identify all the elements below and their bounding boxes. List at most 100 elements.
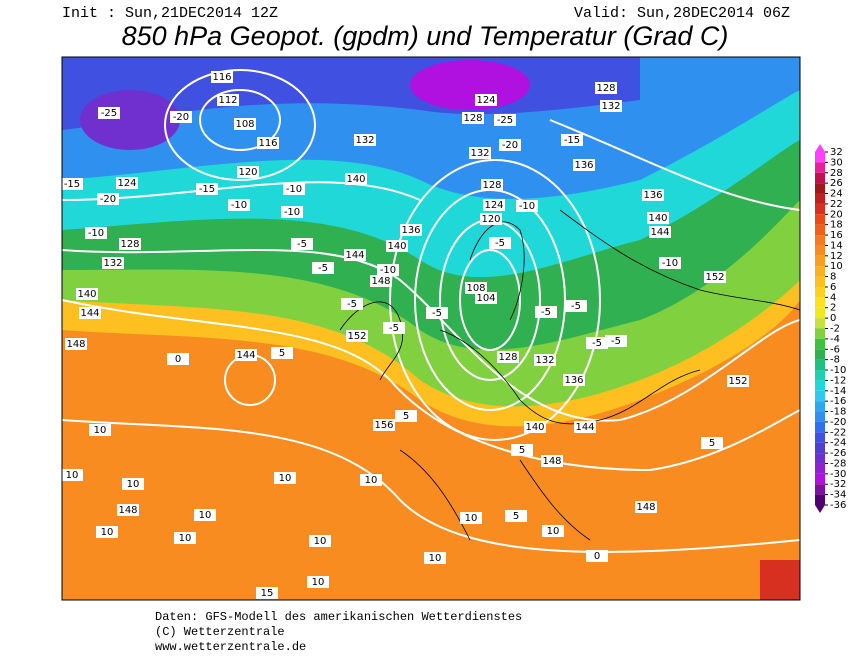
color-band bbox=[815, 276, 825, 287]
color-band bbox=[815, 401, 825, 412]
label-box bbox=[62, 469, 83, 481]
label-box bbox=[360, 474, 382, 486]
temperature-label: 10 bbox=[66, 470, 79, 481]
geopotential-label: 136 bbox=[574, 160, 593, 171]
label-box bbox=[481, 179, 503, 191]
colorbar-tick-label: 4 bbox=[830, 292, 836, 303]
label-box bbox=[600, 100, 622, 112]
colorbar-tick-label: 6 bbox=[830, 282, 836, 293]
colorbar-tick-label: -18 bbox=[830, 407, 846, 418]
color-band bbox=[815, 266, 825, 277]
cold-core bbox=[410, 60, 530, 110]
geopotential-label: 120 bbox=[238, 167, 257, 178]
color-band bbox=[815, 463, 825, 474]
label-box bbox=[309, 535, 331, 547]
temperature-label: -10 bbox=[662, 258, 678, 269]
colorbar-tick-label: -6 bbox=[830, 344, 840, 355]
geopotential-label: 140 bbox=[77, 289, 96, 300]
colorbar-tick-label: 26 bbox=[830, 178, 843, 189]
label-box bbox=[642, 189, 664, 201]
colorbar-tick-label: 30 bbox=[830, 157, 843, 168]
label-box bbox=[460, 512, 482, 524]
temperature-label: -20 bbox=[502, 140, 518, 151]
temperature-label: 10 bbox=[101, 527, 114, 538]
temperature-label: -25 bbox=[101, 108, 117, 119]
label-box bbox=[281, 206, 303, 218]
color-band bbox=[815, 328, 825, 339]
label-box bbox=[174, 532, 196, 544]
colorbar-tick-label: -28 bbox=[830, 458, 846, 469]
colorbar-tick-label: -16 bbox=[830, 396, 846, 407]
geopotential-label: 132 bbox=[355, 135, 374, 146]
footer-line: (C) Wetterzentrale bbox=[155, 625, 285, 639]
color-band bbox=[815, 421, 825, 433]
colorbar-tick-label: -20 bbox=[830, 417, 846, 428]
color-band bbox=[815, 453, 825, 464]
geopotential-label: 136 bbox=[564, 375, 583, 386]
temperature-label: -20 bbox=[173, 112, 189, 123]
colorbar-tick-label: 10 bbox=[830, 261, 843, 272]
temperature-label: -25 bbox=[497, 115, 513, 126]
label-box bbox=[499, 139, 521, 151]
temperature-label: -10 bbox=[380, 265, 396, 276]
color-band bbox=[815, 484, 825, 495]
geopotential-label: 132 bbox=[535, 355, 554, 366]
geopotential-label: 108 bbox=[235, 119, 254, 130]
temperature-label: 5 bbox=[403, 411, 409, 422]
geopotential-label: 152 bbox=[728, 376, 747, 387]
label-box bbox=[701, 437, 723, 449]
colorbar-tick-label: 12 bbox=[830, 251, 843, 262]
label-box bbox=[170, 111, 192, 123]
colorbar: 32302826242220181614121086420-2-4-6-8-10… bbox=[815, 144, 846, 513]
label-box bbox=[344, 249, 366, 261]
colorbar-tick-label: -2 bbox=[830, 324, 840, 335]
label-box bbox=[117, 504, 139, 516]
label-box bbox=[494, 114, 516, 126]
colorbar-tick-label: -26 bbox=[830, 448, 846, 459]
footer-line: www.wetterzentrale.de bbox=[155, 640, 306, 654]
temperature-label: -20 bbox=[100, 194, 116, 205]
label-box bbox=[426, 307, 448, 319]
contour-labels: 116 112 108 116 120 124 128 132 140 144 148 144 152 1… bbox=[62, 71, 749, 599]
cold-core bbox=[80, 90, 180, 150]
temperature-label: -15 bbox=[64, 179, 80, 190]
temperature-label: -5 bbox=[347, 299, 357, 310]
map-area: 116 112 108 116 120 124 128 132 140 144 148 144 152 1… bbox=[62, 57, 800, 600]
colorbar-tick-label: 16 bbox=[830, 230, 843, 241]
temperature-label: -5 bbox=[541, 307, 551, 318]
label-box bbox=[727, 375, 749, 387]
label-box bbox=[561, 134, 583, 146]
color-band bbox=[815, 224, 825, 236]
color-band bbox=[815, 411, 825, 422]
label-box bbox=[211, 71, 233, 83]
label-box bbox=[76, 288, 98, 300]
temperature-label: -10 bbox=[88, 228, 104, 239]
label-box bbox=[542, 525, 564, 537]
colorbar-tick-label: -4 bbox=[830, 334, 840, 345]
geopotential-label: 148 bbox=[542, 456, 561, 467]
label-box bbox=[237, 166, 259, 178]
label-box bbox=[307, 576, 329, 588]
geopotential-label: 140 bbox=[525, 422, 544, 433]
label-box bbox=[424, 552, 446, 564]
geopotential-label: 116 bbox=[212, 72, 231, 83]
label-box bbox=[98, 107, 120, 119]
colorbar-tick-label: -30 bbox=[830, 469, 846, 480]
color-band bbox=[815, 307, 825, 319]
label-box bbox=[312, 262, 334, 274]
label-box bbox=[647, 212, 669, 224]
label-box bbox=[541, 455, 563, 467]
label-box bbox=[62, 178, 83, 190]
label-box bbox=[345, 173, 367, 185]
color-band bbox=[815, 162, 825, 173]
color-band bbox=[815, 359, 825, 371]
label-box bbox=[377, 264, 399, 276]
geopotential-label: 144 bbox=[236, 350, 255, 361]
label-box bbox=[346, 330, 368, 342]
label-box bbox=[489, 237, 511, 249]
geopotential-label: 140 bbox=[387, 241, 406, 252]
geopotential-label: 124 bbox=[476, 95, 495, 106]
colorbar-tick-label: -22 bbox=[830, 427, 846, 438]
geopotential-label: 136 bbox=[401, 225, 420, 236]
label-box bbox=[65, 338, 87, 350]
